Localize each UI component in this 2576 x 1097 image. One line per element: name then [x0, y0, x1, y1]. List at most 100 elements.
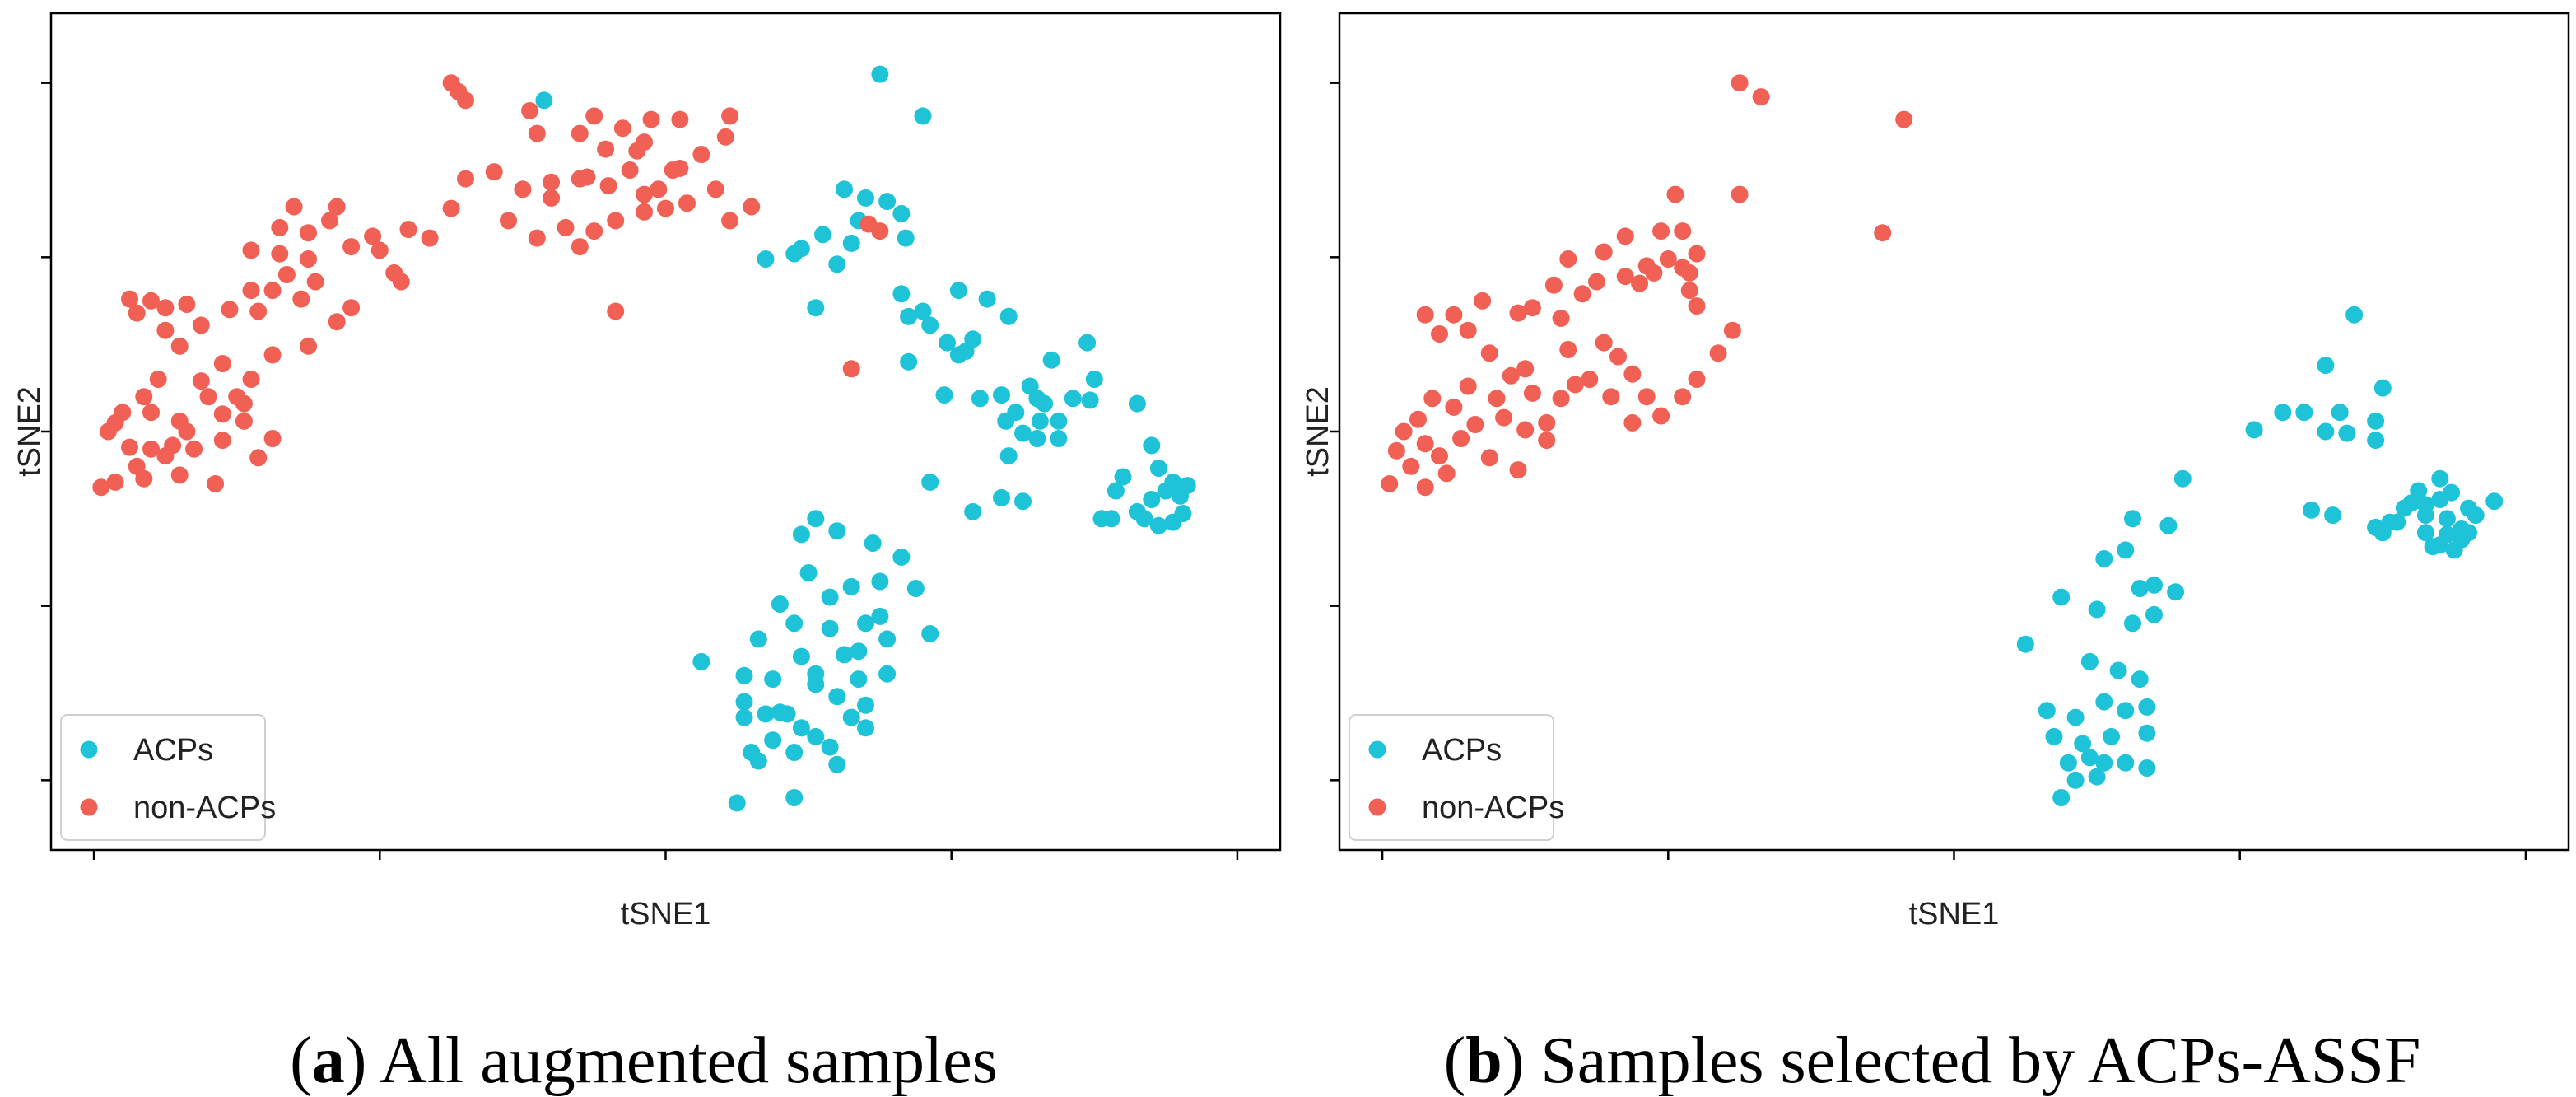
acps-point-a: [842, 234, 860, 252]
non-acps-point-b: [1623, 413, 1642, 432]
acps-point-a: [906, 580, 925, 597]
acps-point-b: [2095, 550, 2113, 567]
non-acps-point-a: [706, 180, 724, 198]
non-acps-point-a: [716, 128, 734, 146]
acps-point-b: [2124, 510, 2141, 528]
acps-point-a: [842, 708, 860, 726]
acps-point-b: [2080, 749, 2099, 767]
non-acps-point-a: [156, 321, 175, 339]
acps-point-a: [764, 670, 782, 689]
acps-point-a: [1106, 482, 1125, 500]
non-acps-point-b: [1688, 371, 1706, 388]
non-acps-point-a: [597, 140, 615, 158]
non-acps-point-a: [613, 119, 631, 138]
legend-box-a: [60, 714, 266, 841]
acps-point-a: [892, 548, 911, 566]
acps-point-b: [2145, 576, 2163, 594]
non-acps-point-b: [1688, 245, 1706, 263]
non-acps-point-a: [585, 107, 603, 125]
non-acps-point-a: [370, 241, 389, 259]
non-acps-point-a: [671, 110, 689, 128]
non-acps-point-a: [650, 180, 668, 198]
legend-label-non-acps-a: non-ACPs: [133, 791, 276, 825]
non-acps-point-a: [528, 229, 546, 247]
non-acps-point-a: [213, 355, 231, 372]
non-acps-point-a: [457, 91, 474, 110]
non-acps-point-b: [1509, 461, 1527, 479]
non-acps-point-a: [528, 124, 546, 142]
acps-point-a: [821, 619, 839, 637]
non-acps-point-a: [543, 173, 561, 191]
acps-point-a: [878, 193, 897, 211]
acps-point-b: [2438, 510, 2456, 528]
non-acps-point-a: [671, 159, 689, 177]
acps-point-b: [2038, 702, 2056, 720]
acps-point-a: [1031, 412, 1049, 430]
non-acps-point-a: [235, 412, 253, 430]
non-acps-point-a: [149, 371, 167, 388]
non-acps-point-a: [178, 422, 196, 441]
non-acps-point-b: [1602, 388, 1620, 406]
acps-point-a: [857, 696, 874, 714]
acps-point-a: [792, 525, 810, 544]
non-acps-point-b: [1595, 243, 1613, 261]
non-acps-point-a: [170, 337, 189, 355]
non-acps-point-a: [306, 273, 324, 291]
acps-point-a: [1036, 394, 1054, 413]
acps-point-b: [2367, 432, 2385, 450]
acps-point-a: [828, 255, 846, 273]
non-acps-point-a: [571, 124, 589, 142]
non-acps-point-b: [1523, 384, 1541, 402]
non-acps-point-a: [328, 313, 346, 331]
acps-point-b: [2103, 727, 2120, 745]
acps-point-b: [2367, 518, 2385, 536]
non-acps-point-b: [1488, 390, 1506, 408]
acps-point-a: [821, 738, 839, 756]
non-acps-point-a: [121, 438, 138, 456]
acps-point-a: [792, 240, 810, 258]
acps-point-b: [2131, 580, 2149, 597]
non-acps-point-b: [1445, 306, 1463, 324]
non-acps-point-a: [678, 194, 696, 212]
non-acps-point-a: [263, 346, 282, 364]
acps-point-a: [999, 307, 1018, 325]
acps-point-a: [857, 189, 874, 207]
non-acps-point-a: [300, 250, 317, 268]
acps-point-a: [878, 630, 897, 648]
non-acps-point-b: [1595, 334, 1613, 352]
non-acps-point-b: [1459, 377, 1477, 395]
legend-box-b: [1349, 714, 1554, 841]
non-acps-point-b: [1431, 325, 1448, 343]
acps-point-a: [1149, 516, 1167, 534]
non-acps-point-b: [1674, 222, 1692, 240]
acps-point-b: [2138, 724, 2156, 742]
non-acps-point-b: [1680, 282, 1698, 300]
non-acps-point-a: [185, 440, 203, 458]
acps-point-a: [792, 719, 810, 737]
acps-point-b: [2402, 494, 2420, 512]
non-acps-point-a: [636, 203, 653, 221]
non-acps-point-b: [1652, 222, 1670, 240]
acps-point-b: [2388, 513, 2406, 531]
non-acps-point-a: [392, 273, 410, 291]
non-acps-point-b: [1474, 292, 1492, 310]
non-acps-point-a: [421, 229, 439, 247]
non-acps-point-a: [300, 337, 317, 355]
acps-point-a: [978, 290, 996, 308]
acps-point-a: [1128, 394, 1146, 413]
non-acps-point-b: [1723, 321, 1741, 339]
acps-point-a: [836, 180, 853, 198]
non-acps-point-a: [156, 299, 175, 317]
acps-point-a: [749, 630, 767, 648]
non-acps-point-b: [1516, 421, 1535, 439]
non-acps-point-b: [1538, 432, 1556, 450]
x-axis-label-a: tSNE1: [621, 897, 711, 931]
acps-point-a: [857, 719, 874, 737]
non-acps-point-a: [607, 302, 625, 320]
non-acps-point-b: [1895, 110, 1913, 128]
acps-point-a: [821, 588, 839, 606]
acps-point-a: [993, 386, 1010, 404]
non-acps-point-a: [543, 189, 561, 207]
non-acps-point-b: [1416, 306, 1434, 324]
acps-point-a: [842, 577, 860, 595]
